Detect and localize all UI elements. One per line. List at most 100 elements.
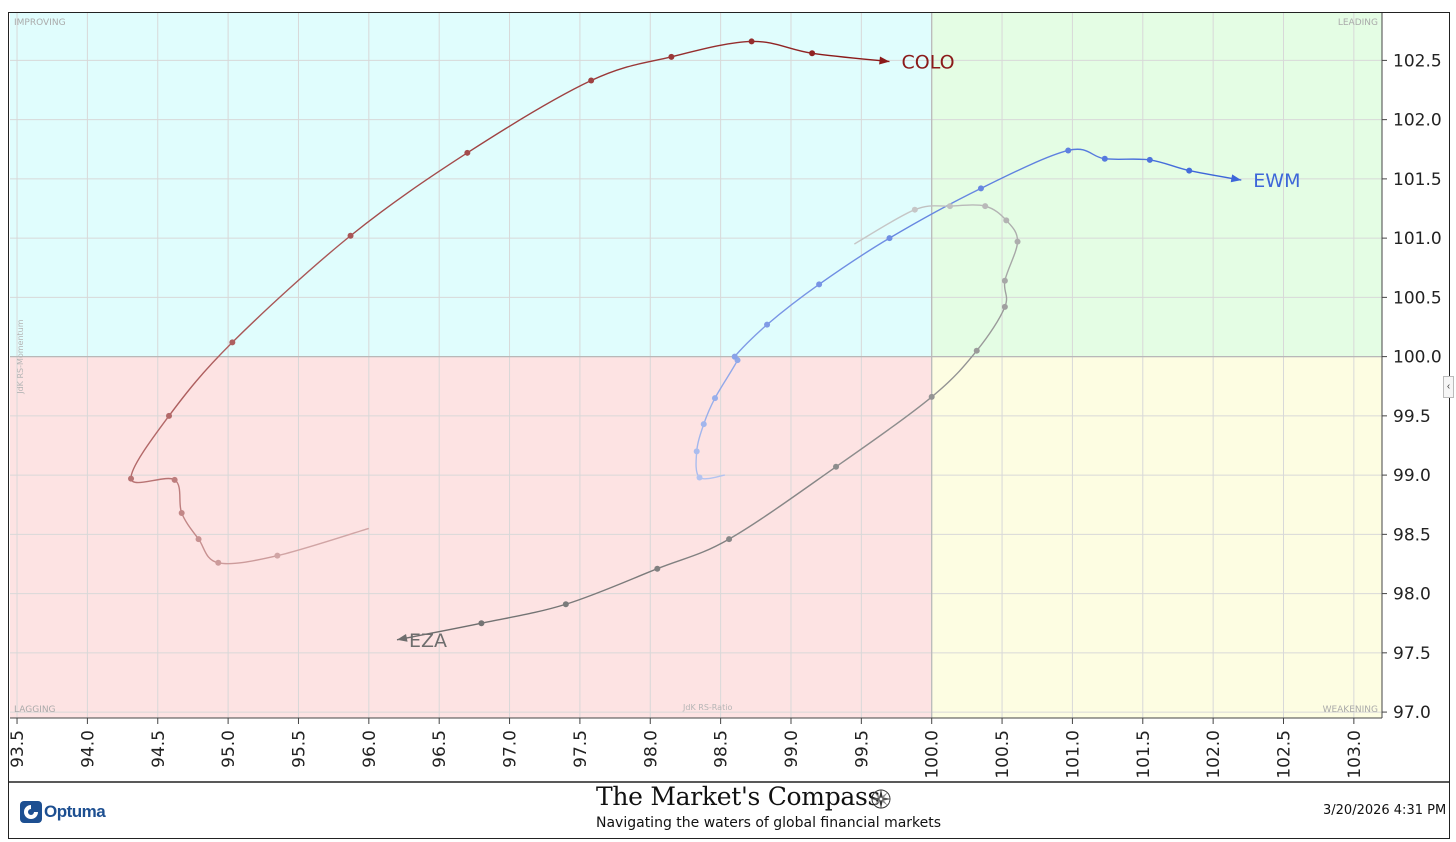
optuma-brand-text: Optuma	[44, 802, 106, 821]
series-ewm-point	[731, 353, 738, 360]
series-ewm-point	[700, 421, 707, 428]
quadrant-lagging	[10, 356, 932, 718]
series-ewm-segment	[818, 237, 890, 285]
series-ewm-point	[764, 321, 771, 328]
quadrants	[10, 13, 1382, 718]
series-colo-point	[809, 50, 816, 57]
series-colo-segment	[168, 341, 233, 417]
series-eza-segment	[481, 603, 567, 624]
series-ewm-point	[1186, 167, 1193, 174]
series-ewm-point	[886, 235, 893, 242]
series-ewm-segment	[766, 283, 820, 326]
series-label-eza: EZA	[409, 630, 447, 652]
series-colo-point	[274, 552, 281, 559]
series-colo-segment	[671, 40, 752, 58]
series-ewm-segment	[1149, 159, 1190, 172]
series-ewm-point	[1146, 156, 1153, 163]
x-tick-label: 95.0	[219, 730, 239, 768]
x-tick-label: 95.5	[289, 730, 309, 768]
quadrant-leading	[931, 13, 1382, 357]
x-tick-label: 94.0	[78, 730, 98, 768]
series-eza-point	[833, 463, 840, 470]
series-eza-point	[982, 203, 989, 210]
y-tick-label: 102.0	[1393, 111, 1442, 131]
x-tick-label: 98.5	[712, 730, 732, 768]
series-eza-point	[911, 206, 918, 213]
series-eza-point	[946, 203, 953, 210]
y-tick-label: 99.0	[1393, 466, 1431, 486]
series-eza-point	[1003, 217, 1010, 224]
x-tick-label: 101.5	[1134, 730, 1154, 779]
series-eza-arrowhead	[396, 633, 408, 642]
series-label-ewm: EWM	[1253, 170, 1300, 192]
series-colo-arrowhead	[879, 56, 890, 65]
compass-rose-icon	[871, 789, 891, 809]
timestamp: 3/20/2026 4:31 PM	[1323, 803, 1447, 818]
series-eza-point	[1014, 238, 1021, 245]
series-colo-segment	[218, 554, 278, 565]
quadrant-label-improving: IMPROVING	[14, 18, 66, 28]
series-colo-segment	[466, 79, 592, 154]
quadrant-label-lagging: LAGGING	[14, 705, 56, 715]
series-eza-segment	[565, 568, 658, 605]
series-colo-point	[748, 38, 755, 45]
series-eza-point	[1001, 303, 1008, 310]
y-tick-label: 100.0	[1393, 348, 1442, 368]
series-colo-point	[464, 149, 471, 156]
series-ewm-point	[1101, 155, 1108, 162]
series-ewm-point	[816, 281, 823, 288]
optuma-icon	[20, 801, 42, 823]
x-tick-label: 102.0	[1204, 730, 1224, 779]
y-tick-label: 98.0	[1393, 585, 1431, 605]
y-tick-label: 102.5	[1393, 51, 1442, 71]
quadrant-label-leading: LEADING	[1338, 18, 1378, 28]
collapse-panel-button[interactable]: ‹	[1443, 376, 1454, 398]
series-colo-segment	[231, 235, 351, 343]
series-eza-point	[478, 620, 485, 627]
y-tick-label: 97.0	[1393, 703, 1431, 723]
series-eza-segment	[931, 350, 978, 398]
y-tick-label: 101.0	[1393, 229, 1442, 249]
x-tick-label: 97.5	[571, 730, 591, 768]
x-tick-label: 94.5	[149, 730, 169, 768]
quadrant-weakening	[931, 356, 1382, 718]
optuma-logo[interactable]: Optuma	[20, 800, 106, 824]
series-ewm-segment	[889, 187, 982, 239]
series-eza	[396, 203, 1021, 642]
x-tick-label: 99.5	[852, 730, 872, 768]
series-colo-segment	[350, 152, 468, 237]
footer-title: The Market's Compass	[596, 782, 881, 811]
series-eza-segment	[853, 209, 916, 245]
series-colo-point	[166, 412, 173, 419]
x-tick-label: 93.5	[8, 730, 28, 768]
series-eza-segment	[657, 538, 730, 570]
x-tick-label: 100.0	[923, 730, 943, 779]
y-tick-label: 97.5	[1393, 644, 1431, 664]
series-label-colo: COLO	[901, 52, 954, 74]
series-ewm-point	[1065, 147, 1072, 154]
series-ewm-point	[711, 395, 718, 402]
series-colo-point	[347, 232, 354, 239]
series-colo-point	[668, 53, 675, 60]
x-tick-label: 97.0	[501, 730, 521, 768]
series-colo-segment	[751, 40, 813, 54]
series-colo-point	[171, 476, 178, 483]
series-colo	[128, 38, 890, 566]
x-tick-label: 102.5	[1274, 730, 1294, 779]
x-tick-label: 99.0	[782, 730, 802, 768]
series-eza-point	[562, 601, 569, 608]
series-colo-point	[195, 536, 202, 543]
series-ewm-segment	[1068, 148, 1105, 160]
y-tick-label: 101.5	[1393, 170, 1442, 190]
quadrant-improving	[10, 13, 932, 357]
series-colo-point	[229, 339, 236, 346]
series-eza-segment	[728, 466, 837, 540]
series-colo-segment	[130, 415, 170, 479]
series-colo-point	[178, 510, 185, 517]
series-ewm-point	[977, 185, 984, 192]
series-colo-segment	[590, 56, 672, 82]
series-ewm-point	[693, 448, 700, 455]
series-colo-point	[588, 77, 595, 84]
x-tick-label: 98.0	[641, 730, 661, 768]
series-eza-point	[973, 347, 980, 354]
